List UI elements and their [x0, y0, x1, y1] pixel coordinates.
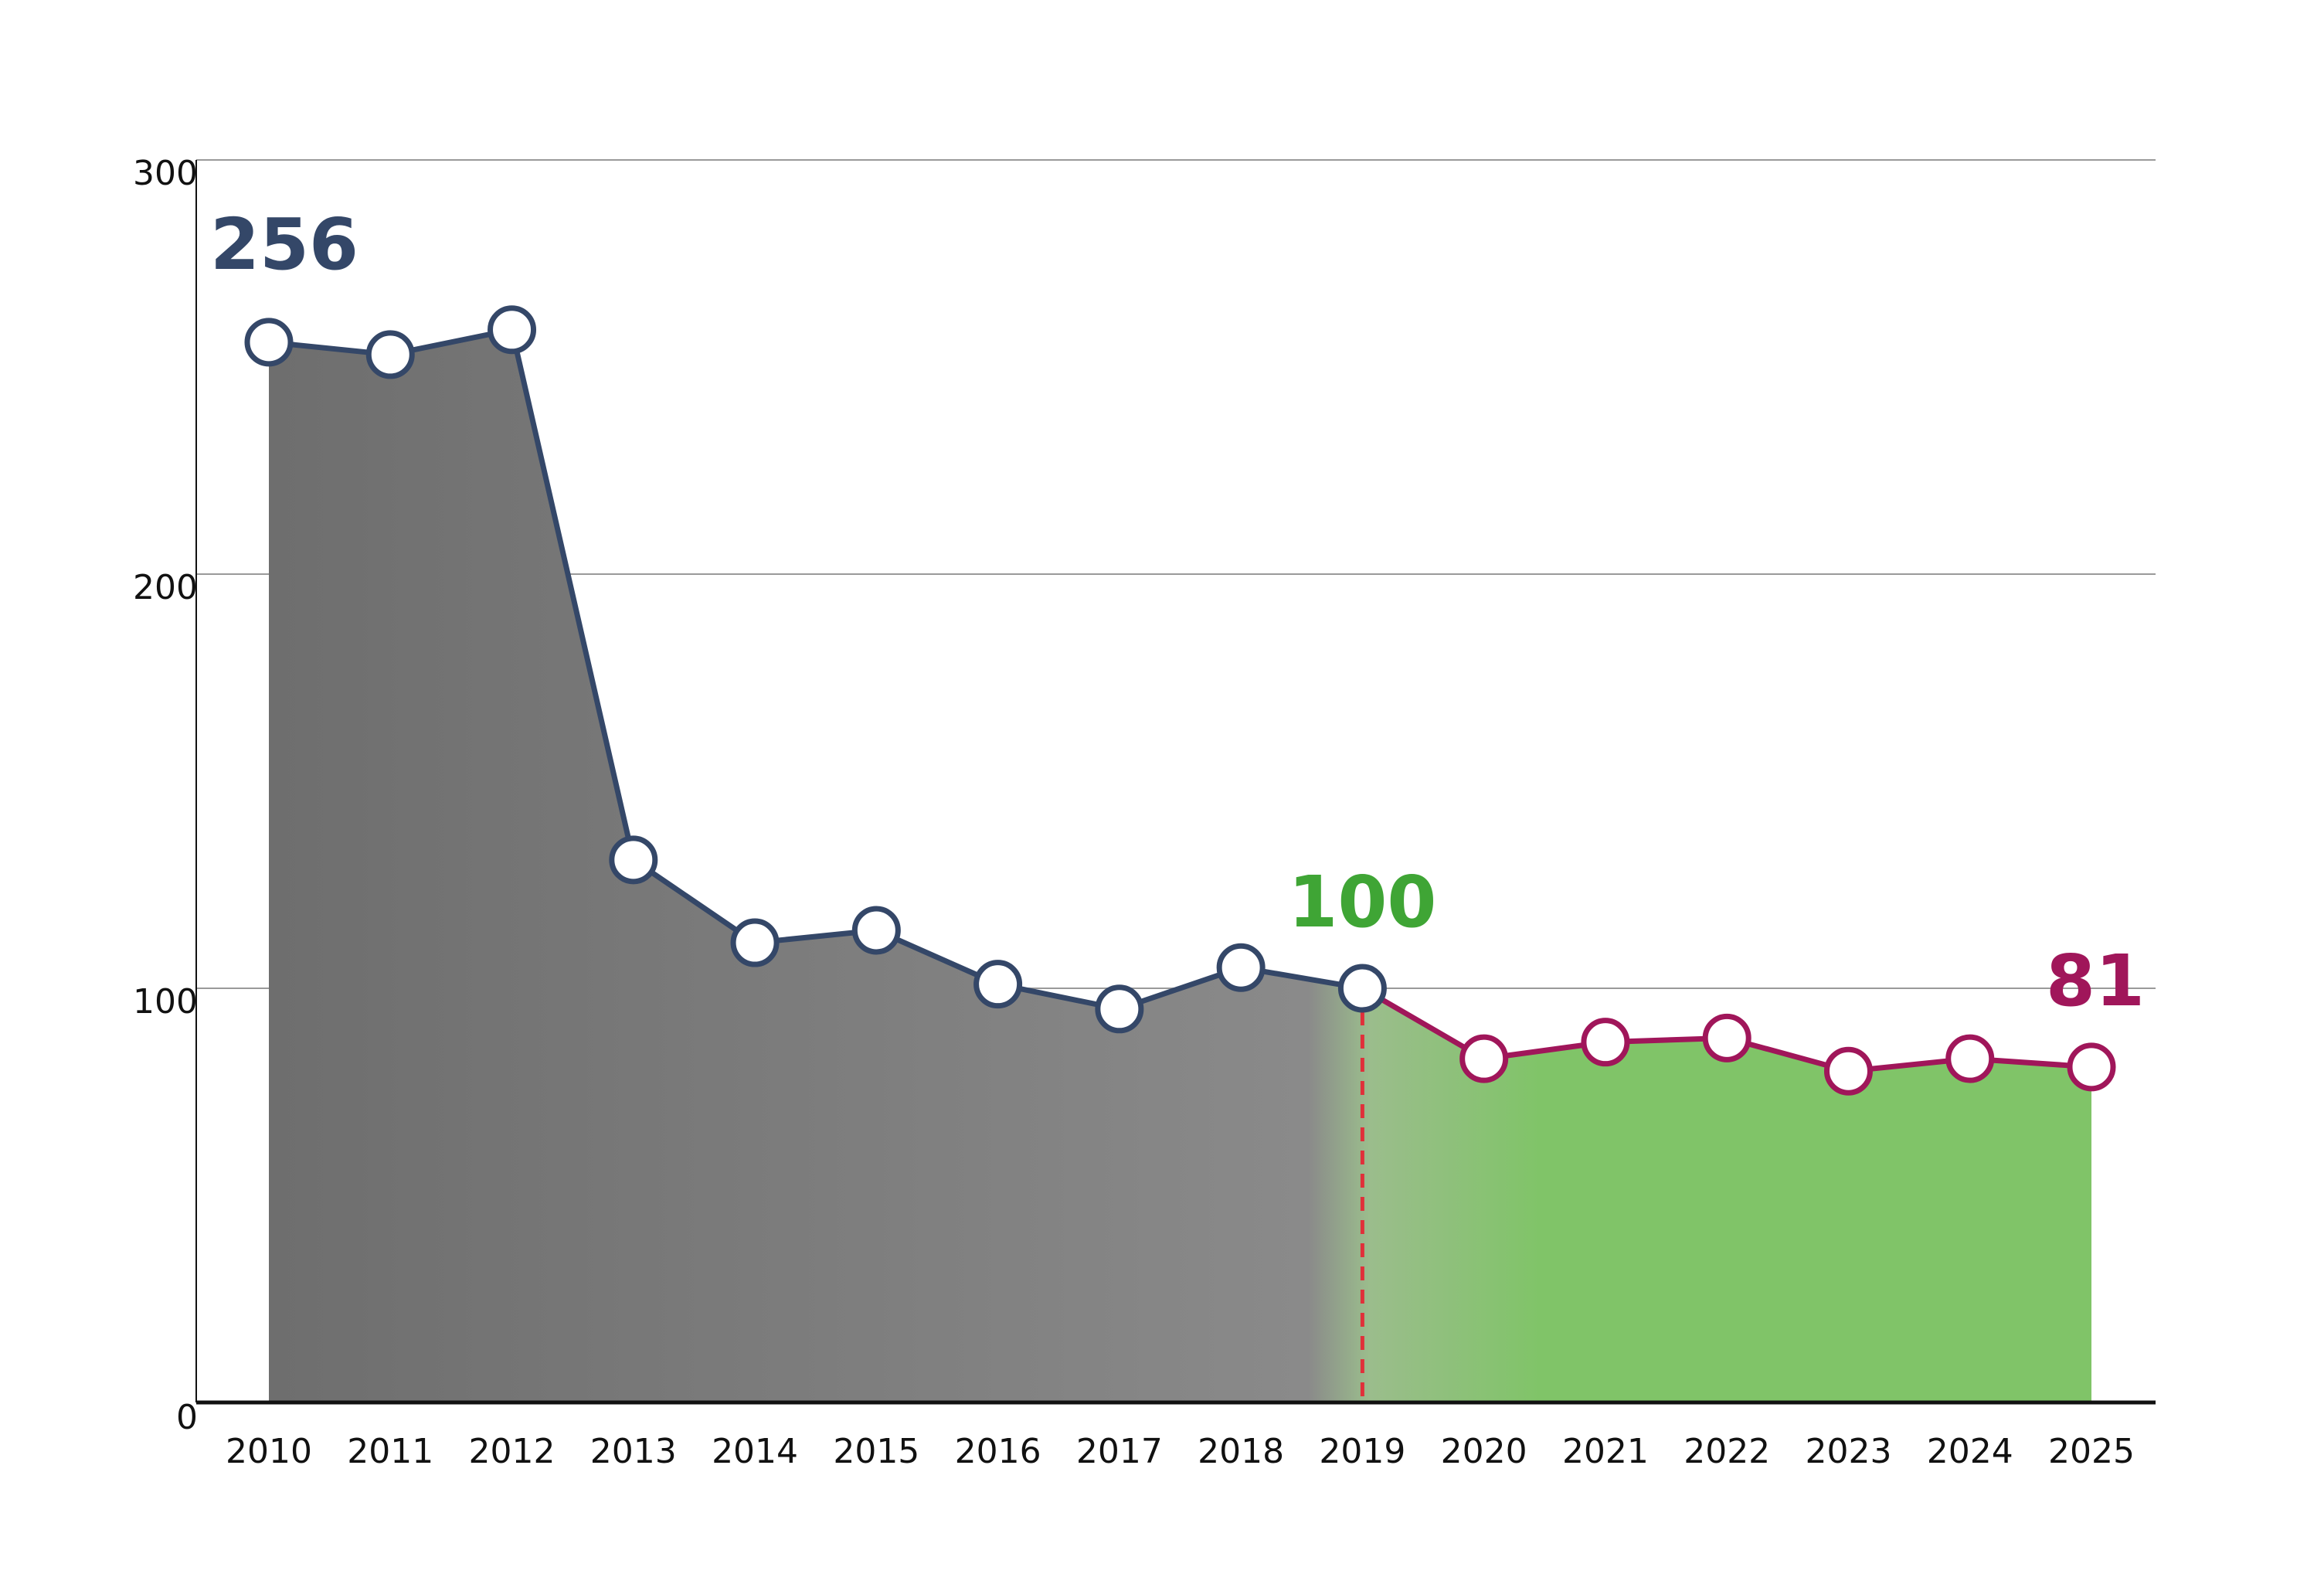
data-point-2021 [1581, 1018, 1630, 1067]
y-tick-label-100: 100 [133, 982, 198, 1022]
x-tick-label-2011: 2011 [347, 1432, 433, 1471]
data-point-2019 [1337, 964, 1387, 1013]
data-point-2010 [244, 318, 294, 367]
x-tick-label-2020: 2020 [1441, 1432, 1527, 1471]
data-point-2022 [1702, 1013, 1751, 1062]
x-tick-label-2019: 2019 [1319, 1432, 1405, 1471]
axes [195, 160, 2156, 1405]
data-point-2012 [488, 305, 537, 355]
callout-label-2010: 256 [210, 203, 358, 286]
x-tick-label-2023: 2023 [1805, 1432, 1891, 1471]
data-point-2018 [1216, 943, 1266, 992]
x-tick-label-2016: 2016 [955, 1432, 1041, 1471]
data-points [244, 305, 2116, 1096]
data-point-2025 [2067, 1042, 2116, 1092]
data-point-2024 [1945, 1034, 1995, 1083]
x-tick-label-2022: 2022 [1684, 1432, 1770, 1471]
x-tick-label-2010: 2010 [226, 1432, 312, 1471]
data-point-2014 [730, 918, 780, 967]
x-tick-label-2018: 2018 [1198, 1432, 1284, 1471]
data-point-2020 [1459, 1034, 1509, 1083]
x-tick-label-2012: 2012 [469, 1432, 556, 1471]
x-tick-label-2021: 2021 [1562, 1432, 1649, 1471]
data-point-2023 [1823, 1046, 1873, 1096]
y-tick-label-0: 0 [176, 1398, 198, 1437]
y-tick-label-300: 300 [133, 154, 198, 193]
area-fill [269, 329, 2091, 1402]
data-point-2013 [609, 835, 658, 885]
data-point-2015 [851, 906, 901, 955]
x-tick-label-2015: 2015 [833, 1432, 919, 1471]
callout-label-2019: 100 [1288, 861, 1436, 943]
line-segment-2012-2013 [509, 327, 637, 863]
x-tick-label-2025: 2025 [2048, 1432, 2135, 1471]
data-point-2016 [973, 960, 1023, 1009]
callout-label-2025: 81 [2046, 940, 2145, 1022]
line-segment-2013-2014 [630, 857, 758, 946]
value-callouts: 256 100 81 [210, 203, 2145, 1022]
x-tick-label-2024: 2024 [1927, 1432, 2013, 1471]
y-tick-label-200: 200 [133, 568, 198, 607]
x-tick-label-2014: 2014 [712, 1432, 798, 1471]
x-tick-label-2013: 2013 [590, 1432, 677, 1471]
x-tick-label-2017: 2017 [1076, 1432, 1163, 1471]
data-point-2011 [365, 330, 415, 379]
data-point-2017 [1095, 984, 1144, 1034]
tick-labels: 2010 2011 2012 2013 2014 2015 2016 2017 2018 2019… [133, 154, 2135, 1471]
